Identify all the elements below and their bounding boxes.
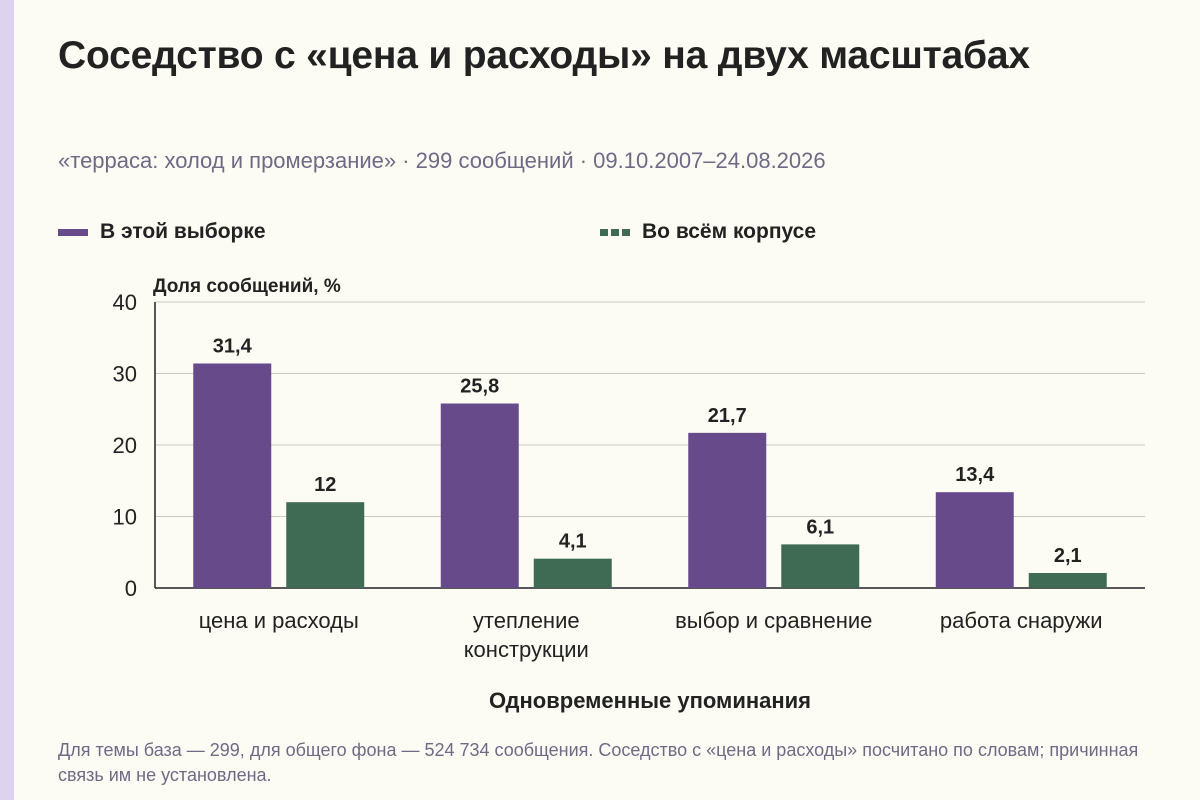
accent-strip	[0, 0, 14, 800]
chart-title: Соседство с «цена и расходы» на двух мас…	[58, 34, 1030, 77]
bar	[533, 558, 612, 588]
x-tick-label: цена и расходы	[199, 608, 359, 633]
x-tick-label: выбор и сравнение	[675, 608, 872, 633]
x-tick-label: конструкции	[464, 637, 589, 662]
data-label: 21,7	[708, 405, 747, 427]
bar	[440, 403, 519, 588]
legend-swatch-sample	[58, 228, 88, 236]
chart-subtitle: «терраса: холод и промерзание» · 299 соо…	[58, 148, 826, 173]
data-label: 4,1	[559, 531, 587, 553]
data-label: 31,4	[213, 335, 253, 357]
data-label: 13,4	[955, 464, 995, 486]
bar	[935, 492, 1014, 588]
y-tick-label: 10	[113, 505, 137, 530]
legend-label-corpus: Во всём корпусе	[642, 220, 817, 243]
bar	[286, 502, 365, 588]
footnote: Для темы база — 299, для общего фона — 5…	[58, 740, 1139, 785]
x-tick-label: утепление	[473, 608, 580, 633]
data-label: 12	[314, 474, 336, 496]
data-label: 6,1	[806, 516, 834, 538]
bar	[193, 363, 272, 588]
legend-swatch-corpus	[600, 228, 630, 236]
y-tick-label: 0	[125, 576, 137, 601]
legend-item-sample: В этой выборке	[58, 220, 266, 244]
bar	[1028, 572, 1107, 588]
bar	[688, 432, 767, 588]
y-tick-label: 40	[113, 290, 137, 315]
legend-label-sample: В этой выборке	[100, 220, 266, 243]
data-label: 25,8	[460, 376, 499, 398]
y-axis-label: Доля сообщений, %	[153, 276, 341, 297]
y-tick-label: 30	[113, 362, 137, 387]
x-axis-label: Одновременные упоминания	[489, 688, 811, 713]
bar	[781, 544, 860, 588]
x-tick-label: работа снаружи	[940, 608, 1103, 633]
legend-item-corpus: Во всём корпусе	[600, 220, 816, 244]
y-tick-label: 20	[113, 433, 137, 458]
data-label: 2,1	[1054, 545, 1082, 567]
